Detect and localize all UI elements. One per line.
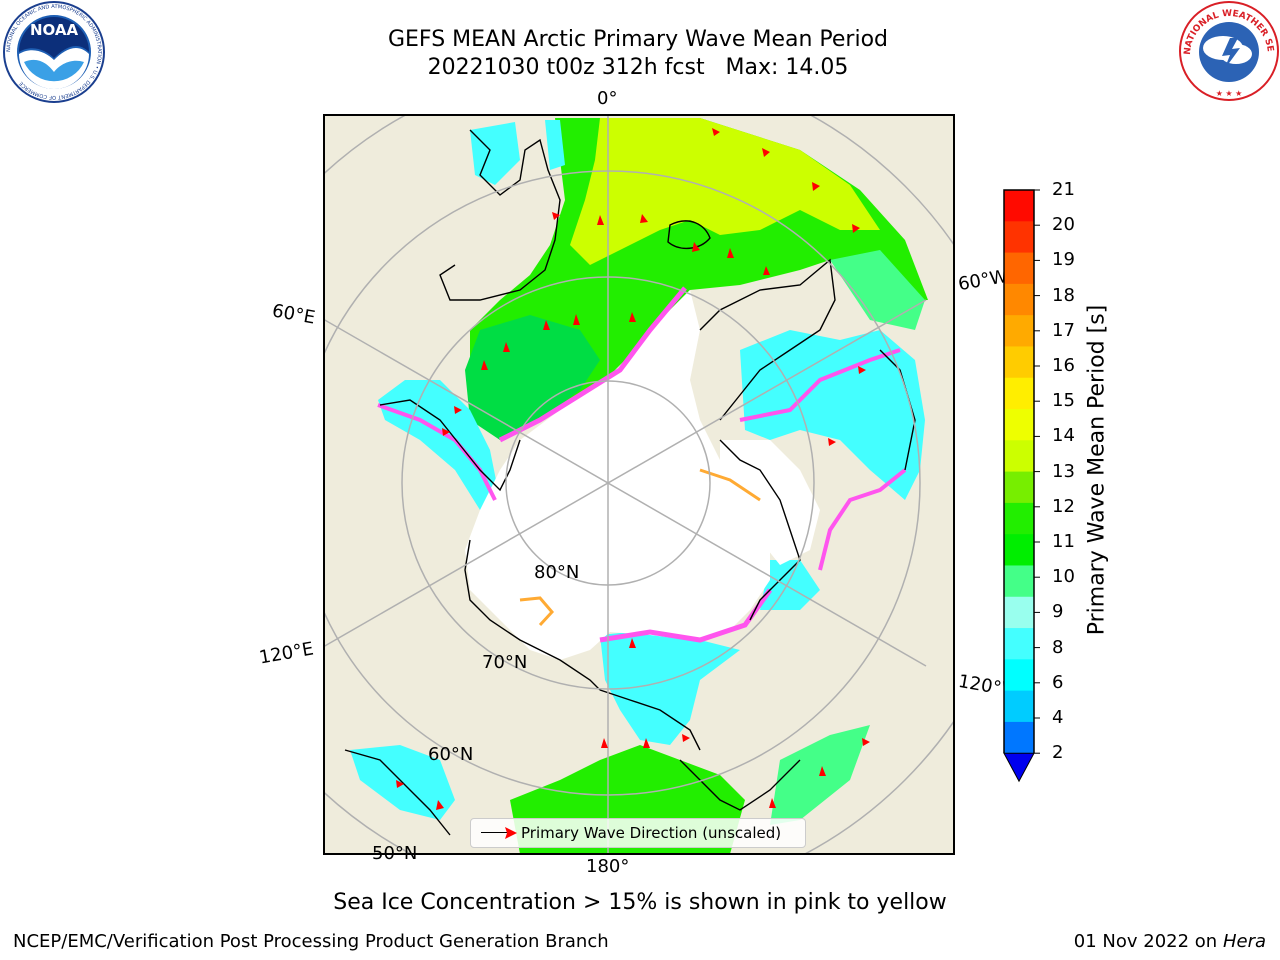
legend-line-sample [481, 832, 515, 833]
colorbar-extend-arrow [1003, 752, 1035, 783]
colorbar-segment [1004, 377, 1034, 410]
greenland-sea-region [830, 250, 925, 330]
svg-text:★ ★ ★: ★ ★ ★ [1216, 89, 1243, 98]
white-sea-region [545, 120, 565, 170]
ice-edge-kara [377, 403, 497, 501]
ice-edge-labrador [818, 468, 907, 571]
colorbar-tick-label: 12 [1052, 495, 1075, 517]
footer-branch: NCEP/EMC/Verification Post Processing Pr… [13, 931, 609, 952]
chukchi-sea-region [600, 630, 740, 745]
colorbar-segment [1004, 690, 1034, 723]
map-legend: Primary Wave Direction (unscaled) [470, 818, 806, 848]
colorbar-segment [1004, 628, 1034, 660]
sea-ice-note: Sea Ice Concentration > 15% is shown in … [333, 890, 947, 915]
atlantic-high-period-region [570, 118, 880, 265]
colorbar-segment [1004, 252, 1034, 285]
label-70n: 70°N [482, 652, 528, 673]
colorbar-tick-label: 9 [1052, 601, 1064, 623]
noaa-logo-text: NOAA [30, 21, 79, 39]
colorbar-tick-label: 14 [1052, 425, 1075, 447]
hudson-region [760, 560, 820, 610]
colorbar-segment [1004, 565, 1034, 598]
colorbar-tick-label: 20 [1052, 214, 1075, 236]
colorbar-tick-label: 17 [1052, 319, 1075, 341]
canadian-archipelago-ice [720, 440, 820, 565]
ice-edge-baffin [739, 348, 901, 422]
footer-date-text: 01 Nov 2022 on [1073, 931, 1218, 952]
noaa-logo: NATIONAL OCEANIC AND ATMOSPHERIC ADMINIS… [3, 1, 105, 103]
arctic-sea-ice [465, 290, 770, 660]
colorbar-segment [1004, 659, 1034, 692]
colorbar-segment [1004, 596, 1034, 629]
colorbar-segment [1004, 502, 1034, 535]
colorbar-tick-label: 19 [1052, 249, 1075, 271]
kara-sea-region [378, 380, 500, 510]
colorbar-tick-label: 2 [1052, 742, 1064, 764]
colorbar-segment [1004, 471, 1034, 504]
colorbar-tick-label: 4 [1052, 707, 1064, 728]
colorbar-tick-label: 15 [1052, 390, 1075, 412]
colorbar-segment [1004, 346, 1034, 379]
colorbar-segment [1004, 440, 1034, 473]
ice-edge-atlantic [498, 286, 687, 443]
label-80n: 80°N [534, 562, 580, 583]
plot-subtitle: 20221030 t00z 312h fcst Max: 14.05 [427, 55, 849, 80]
label-180deg: 180° [586, 856, 630, 877]
nws-logo: NATIONAL WEATHER SERVICE ★ ★ ★ [1178, 0, 1279, 101]
colorbar-tick-label: 8 [1052, 636, 1064, 658]
barents-sea-region [465, 315, 600, 440]
colorbar-tick-label: 11 [1052, 531, 1075, 552]
baffin-bay-region [740, 330, 925, 500]
map-frame [323, 114, 955, 855]
legend-label: Primary Wave Direction (unscaled) [521, 824, 782, 842]
colorbar-tick-label: 13 [1052, 460, 1075, 482]
colorbar-segment [1004, 721, 1034, 754]
colorbar-tick-label: 10 [1052, 566, 1075, 588]
colorbar-tick-label: 21 [1052, 179, 1075, 200]
colorbar-segment [1004, 221, 1034, 254]
colorbar-segment [1004, 315, 1034, 347]
colorbar-tick-label: 16 [1052, 355, 1075, 376]
colorbar-segment [1004, 190, 1034, 222]
footer-date: 01 Nov 2022 on Hera [1074, 931, 1266, 952]
footer-host: Hera [1222, 931, 1266, 952]
colorbar-tick-label: 18 [1052, 284, 1075, 306]
coastlines [344, 129, 916, 836]
colorbar-tick-label: 6 [1052, 671, 1064, 693]
colorbar-segment [1004, 409, 1034, 441]
label-0deg: 0° [597, 88, 618, 109]
colorbar [1003, 189, 1040, 783]
label-60n: 60°N [428, 744, 474, 765]
colorbar-label: Primary Wave Mean Period [s] [1084, 304, 1110, 636]
plot-title: GEFS MEAN Arctic Primary Wave Mean Perio… [387, 27, 888, 52]
wave-direction-arrows [396, 128, 870, 810]
legend-arrow-icon [505, 827, 517, 839]
graticule [324, 115, 954, 854]
colorbar-segment [1004, 534, 1034, 566]
label-50n: 50°N [372, 843, 418, 864]
colorbar-segment [1004, 283, 1034, 316]
